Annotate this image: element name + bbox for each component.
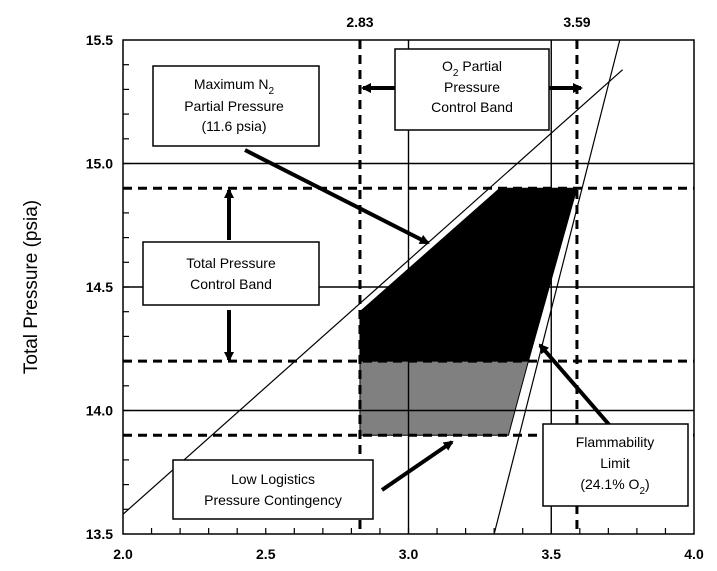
total-band-text-line1: Total Pressure — [186, 255, 276, 271]
y-tick-label: 14.0 — [86, 403, 113, 419]
svg-text:(24.1% O2): (24.1% O2) — [580, 476, 649, 497]
limit-lines — [122, 39, 624, 535]
o2-band-text-line2: Pressure — [444, 79, 500, 95]
max-n2-pointer-arrow — [244, 148, 430, 245]
y-tick-label: 14.5 — [86, 279, 113, 295]
gray-contingency-region — [359, 360, 530, 436]
tick-labels: 2.0 2.5 3.0 3.5 4.0 13.5 14.0 14.5 15.0 15.5 2.83 3… — [86, 14, 704, 562]
x-tick-label: 2.0 — [113, 546, 133, 562]
x-tick-label: 3.5 — [542, 546, 562, 562]
max-n2-text-line1: Maximum N — [194, 76, 269, 92]
o2-band-text-o: O — [442, 58, 453, 74]
y-tick-label: 15.0 — [86, 156, 113, 172]
flammability-text-line1: Flammability — [576, 434, 655, 450]
max-n2-line — [122, 69, 624, 515]
low-logistics-text-line2: Pressure Contingency — [204, 492, 342, 508]
y-axis-label: Total Pressure (psia) — [21, 200, 42, 374]
svg-text:Maximum N2: Maximum N2 — [194, 76, 275, 97]
flammability-text-line2: Limit — [600, 455, 630, 471]
flammability-pointer-arrow — [538, 343, 614, 430]
max-n2-text-line3: (11.6 psia) — [201, 118, 266, 134]
o2-band-annotation: O2 Partial Pressure Control Band — [394, 48, 550, 131]
top-tick-label: 3.59 — [563, 14, 590, 30]
o2-band-text-line3: Control Band — [431, 99, 513, 115]
low-logistics-annotation: Low Logistics Pressure Contingency — [172, 459, 374, 520]
o2-band-text-partial: Partial — [458, 58, 502, 74]
flammability-subscript: 2 — [639, 486, 645, 497]
x-tick-label: 3.0 — [399, 546, 419, 562]
low-logistics-text-line1: Low Logistics — [231, 471, 315, 487]
max-n2-text-line2: Partial Pressure — [184, 98, 284, 114]
y-tick-label: 13.5 — [86, 526, 113, 542]
top-tick-label: 2.83 — [346, 14, 373, 30]
x-tick-label: 4.0 — [684, 546, 704, 562]
y-tick-label: 15.5 — [86, 32, 113, 48]
flammability-line — [493, 39, 621, 535]
data-regions — [359, 187, 578, 436]
max-n2-annotation: Maximum N2 Partial Pressure (11.6 psia) — [152, 65, 320, 147]
total-band-text-line2: Control Band — [190, 276, 272, 292]
svg-text:O2 Partial: O2 Partial — [442, 58, 502, 79]
low-logistics-pointer-arrow — [380, 440, 454, 492]
max-n2-subscript: 2 — [269, 86, 275, 97]
o2-band-subscript: 2 — [453, 68, 459, 79]
flammability-annotation: Flammability Limit (24.1% O2) — [542, 423, 689, 507]
flammability-text-close: ) — [645, 476, 650, 492]
flammability-text-percent: (24.1% O — [580, 476, 639, 492]
x-tick-label: 2.5 — [256, 546, 276, 562]
total-band-annotation: Total Pressure Control Band — [142, 241, 320, 306]
